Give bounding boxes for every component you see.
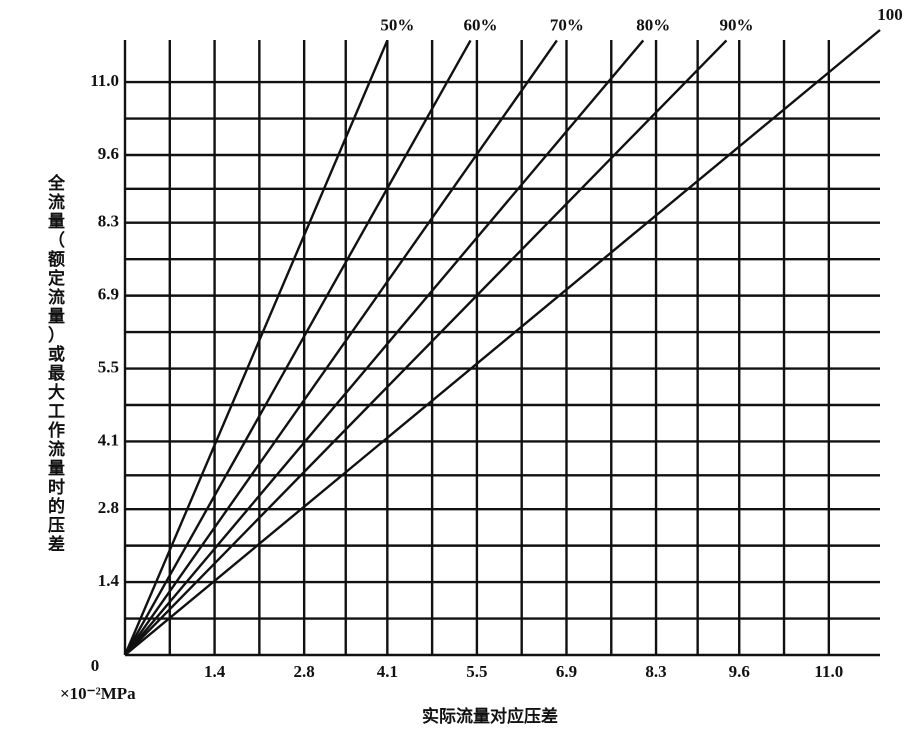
series-label: 60% bbox=[464, 15, 498, 34]
y-axis-label-text: 全流量（额定流量）或最大工作流量时的压差 bbox=[47, 173, 66, 554]
x-tick-label: 2.8 bbox=[294, 662, 315, 681]
y-tick-label: 6.9 bbox=[98, 285, 119, 304]
series-label: 90% bbox=[719, 15, 753, 34]
x-tick-label: 5.5 bbox=[466, 662, 487, 681]
x-tick-label: 6.9 bbox=[556, 662, 577, 681]
series-label: 70% bbox=[550, 15, 584, 34]
series-line bbox=[123, 39, 389, 656]
y-tick-label: 4.1 bbox=[98, 430, 119, 449]
x-tick-label: 9.6 bbox=[729, 662, 750, 681]
y-tick-label: 1.4 bbox=[98, 571, 120, 590]
series-line bbox=[123, 39, 472, 656]
series-line bbox=[124, 39, 645, 656]
series-line bbox=[124, 39, 558, 656]
y-axis-label: 全流量（额定流量）或最大工作流量时的压差 bbox=[47, 173, 66, 554]
y-tick-label: 9.6 bbox=[98, 144, 119, 163]
x-tick-label: 4.1 bbox=[377, 662, 398, 681]
series-label: 50% bbox=[380, 15, 414, 34]
unit-label: ×10⁻²MPa bbox=[60, 684, 136, 703]
x-axis-label: 实际流量对应压差 bbox=[422, 706, 558, 726]
x-tick-label: 8.3 bbox=[645, 662, 666, 681]
series-label: 100 bbox=[877, 5, 903, 24]
x-tick-label: 0 bbox=[91, 656, 100, 675]
series-line bbox=[124, 29, 881, 656]
series-label: 80% bbox=[636, 15, 670, 34]
x-tick-label: 1.4 bbox=[204, 662, 226, 681]
y-tick-label: 5.5 bbox=[98, 357, 119, 376]
x-tick-label: 11.0 bbox=[814, 662, 843, 681]
y-tick-label: 8.3 bbox=[98, 212, 119, 231]
series-line bbox=[124, 39, 728, 656]
y-tick-label: 11.0 bbox=[90, 71, 119, 90]
y-tick-label: 2.8 bbox=[98, 498, 119, 517]
